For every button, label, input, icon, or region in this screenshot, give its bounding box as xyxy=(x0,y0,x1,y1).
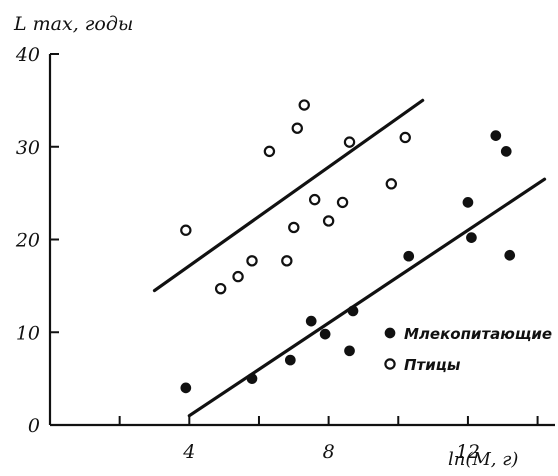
bird-point xyxy=(246,255,258,267)
mammal-point xyxy=(403,250,415,262)
mammal-point xyxy=(284,354,296,366)
bird-point xyxy=(291,122,303,134)
bird-point xyxy=(180,224,192,236)
bird-point xyxy=(281,255,293,267)
y-tick-label: 20 xyxy=(15,230,40,252)
mammal-point xyxy=(246,373,258,384)
mammal-point xyxy=(504,249,516,261)
x-tick-label: 4 xyxy=(182,441,195,463)
bird-point xyxy=(298,99,310,111)
mammal-point xyxy=(500,146,512,157)
x-axis-label: ln(M, г) xyxy=(448,449,518,470)
legend-marker-mammals xyxy=(384,327,396,339)
y-tick-label: 10 xyxy=(16,322,40,344)
mammal-point xyxy=(305,315,317,327)
bird-point xyxy=(399,131,411,144)
bird-point xyxy=(343,136,356,148)
legend-marker-birds xyxy=(384,358,396,370)
bird-point xyxy=(288,221,300,234)
fit-line-birds xyxy=(152,98,425,293)
y-tick-label: 30 xyxy=(16,137,40,159)
mammal-point xyxy=(347,305,359,317)
mammal-point xyxy=(490,130,502,141)
bird-point xyxy=(385,178,398,190)
data-points xyxy=(180,99,516,394)
bird-point xyxy=(214,282,227,295)
x-tick-label: 12 xyxy=(456,441,480,463)
bird-point xyxy=(322,215,335,227)
mammal-point xyxy=(466,232,477,243)
y-tick-label: 40 xyxy=(15,44,40,66)
fit-line-mammals xyxy=(187,177,547,418)
bird-point xyxy=(336,196,349,209)
legend: Млекопитающие Птицы xyxy=(384,325,552,374)
legend-label-birds: Птицы xyxy=(404,356,461,374)
axes: 0 10 20 30 40 4 8 12 xyxy=(15,44,555,463)
mammal-point xyxy=(344,345,355,357)
bird-point xyxy=(232,270,244,283)
x-tick-label: 8 xyxy=(323,441,335,463)
y-axis-label: L max, годы xyxy=(13,13,133,35)
legend-label-mammals: Млекопитающие xyxy=(404,325,552,343)
mammal-point xyxy=(180,382,192,394)
bird-point xyxy=(308,193,321,206)
mammal-point xyxy=(462,197,474,208)
mammal-point xyxy=(319,328,331,340)
y-tick-label: 0 xyxy=(28,415,40,437)
bird-point xyxy=(263,145,276,158)
